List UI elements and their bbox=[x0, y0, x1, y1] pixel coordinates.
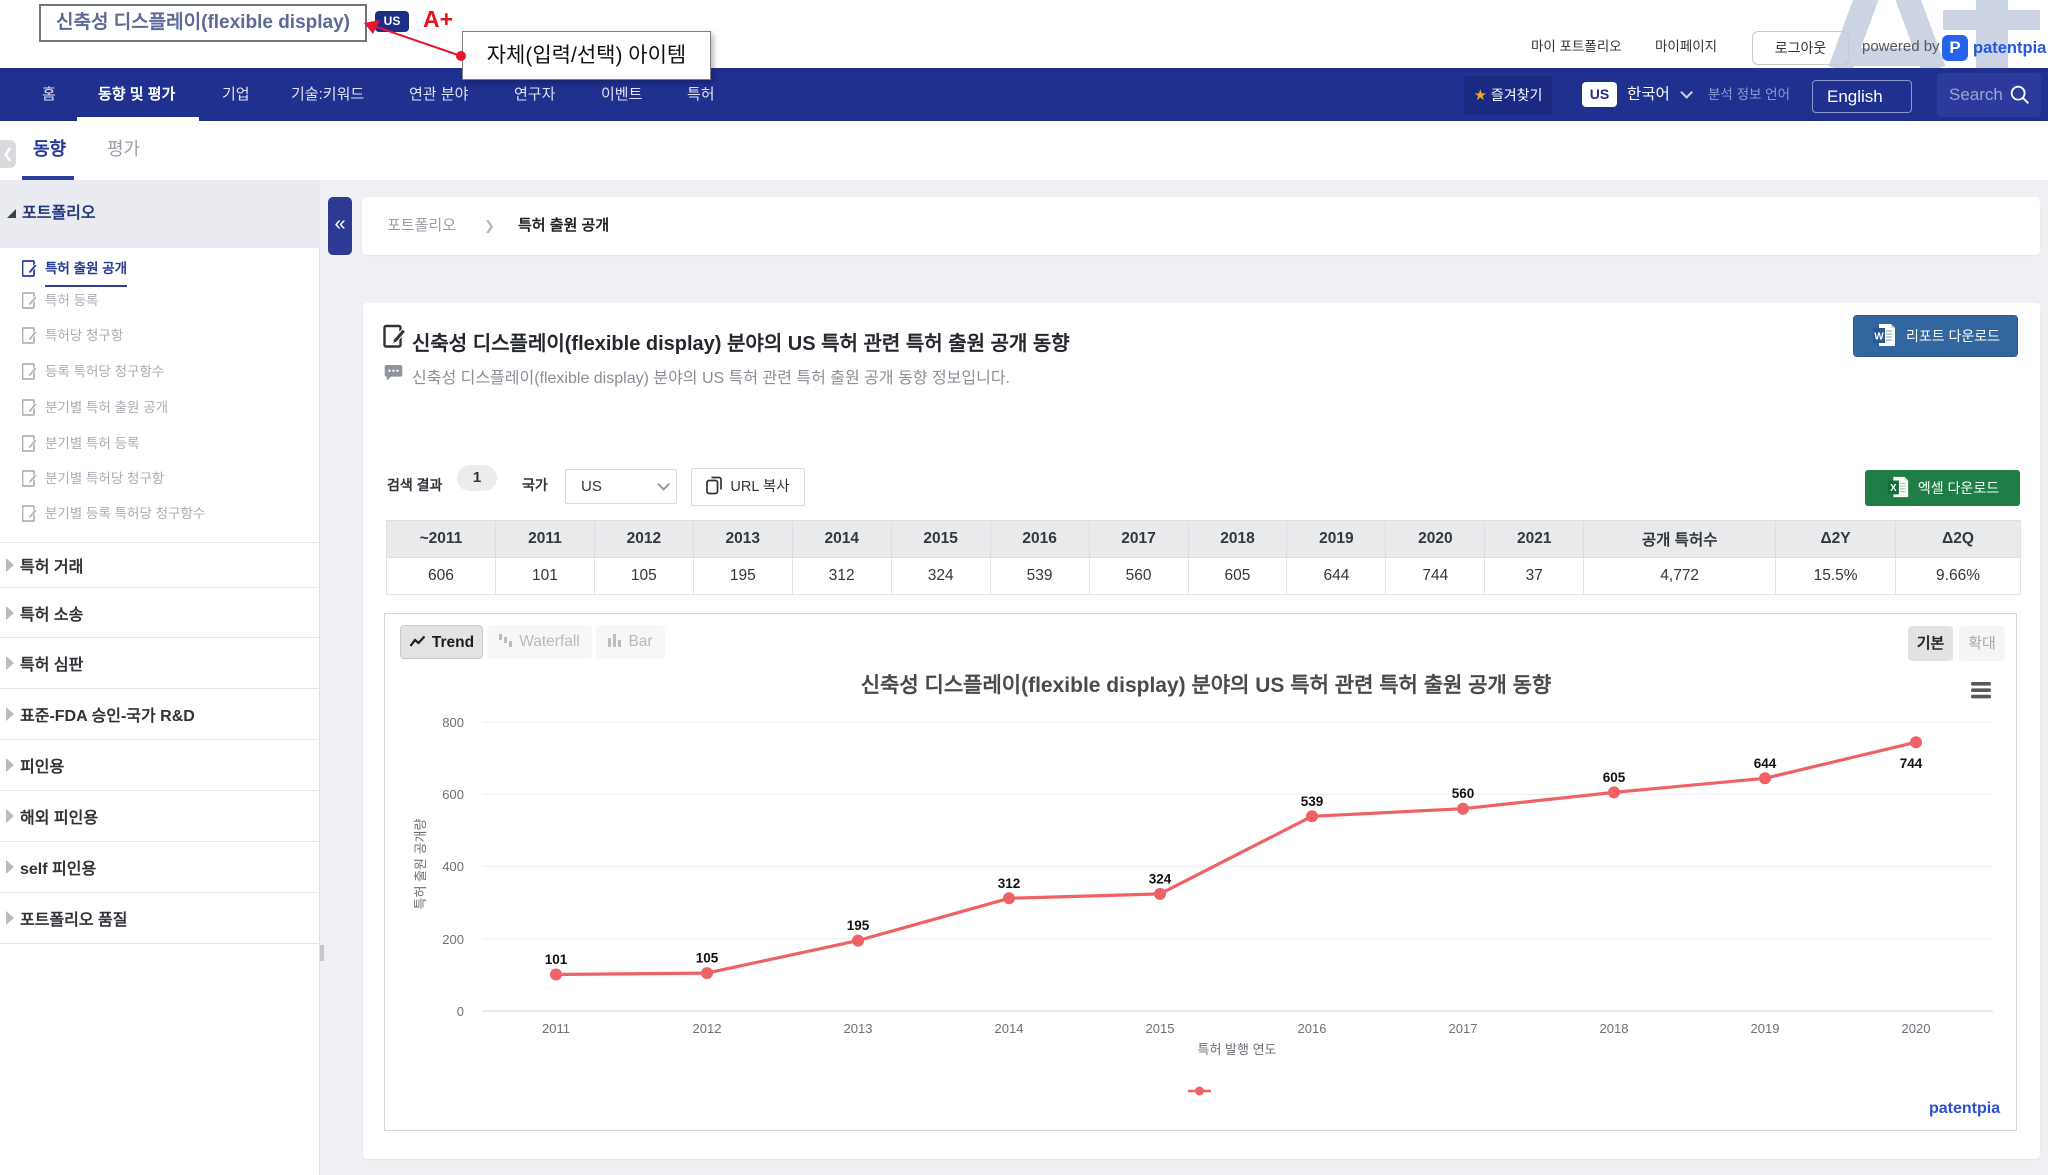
svg-text:539: 539 bbox=[1301, 794, 1324, 809]
svg-text:2014: 2014 bbox=[995, 1021, 1024, 1036]
svg-text:605: 605 bbox=[1603, 770, 1626, 785]
svg-text:X: X bbox=[1890, 483, 1897, 494]
svg-text:324: 324 bbox=[1149, 871, 1172, 886]
svg-text:W: W bbox=[1874, 332, 1884, 343]
svg-text:2012: 2012 bbox=[693, 1021, 722, 1036]
svg-text:0: 0 bbox=[457, 1004, 464, 1019]
svg-text:2011: 2011 bbox=[542, 1021, 570, 1036]
svg-text:105: 105 bbox=[696, 951, 719, 966]
svg-text:200: 200 bbox=[442, 932, 464, 947]
svg-text:800: 800 bbox=[442, 715, 464, 730]
svg-text:특허 발행 연도: 특허 발행 연도 bbox=[1198, 1042, 1277, 1057]
svg-text:특허 출원 공개량: 특허 출원 공개량 bbox=[413, 818, 428, 909]
svg-text:195: 195 bbox=[847, 918, 870, 933]
svg-text:2015: 2015 bbox=[1146, 1021, 1175, 1036]
svg-text:2017: 2017 bbox=[1449, 1021, 1478, 1036]
svg-text:신축성 디스플레이(flexible display) 분야: 신축성 디스플레이(flexible display) 분야의 US 특허 관련… bbox=[861, 673, 1552, 697]
svg-text:patentpia: patentpia bbox=[1929, 1100, 2000, 1117]
svg-text:2013: 2013 bbox=[844, 1021, 873, 1036]
svg-text:644: 644 bbox=[1754, 756, 1777, 771]
svg-text:101: 101 bbox=[545, 952, 568, 967]
svg-text:600: 600 bbox=[442, 787, 464, 802]
svg-text:312: 312 bbox=[998, 876, 1021, 891]
svg-text:400: 400 bbox=[442, 859, 464, 874]
svg-text:560: 560 bbox=[1452, 786, 1475, 801]
svg-text:2018: 2018 bbox=[1600, 1021, 1629, 1036]
svg-text:2016: 2016 bbox=[1298, 1021, 1327, 1036]
svg-text:2019: 2019 bbox=[1751, 1021, 1780, 1036]
svg-text:2020: 2020 bbox=[1902, 1021, 1931, 1036]
svg-text:744: 744 bbox=[1900, 756, 1923, 771]
